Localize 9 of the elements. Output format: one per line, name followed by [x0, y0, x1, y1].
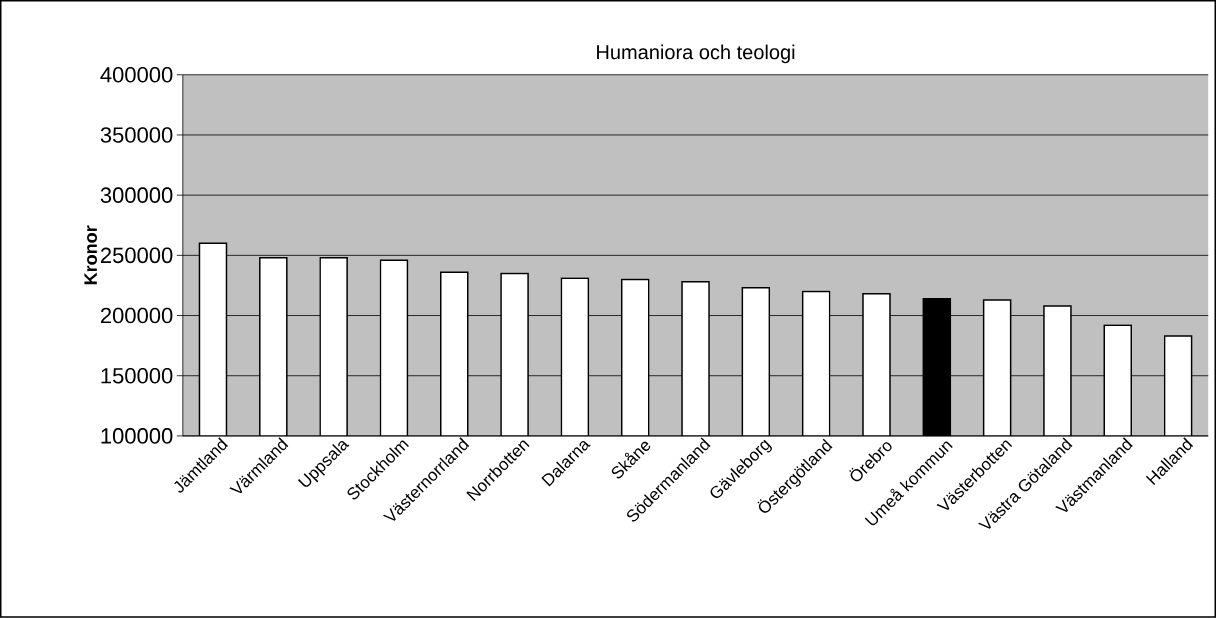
y-tick-label: 250000: [100, 247, 173, 264]
y-tick-label: 200000: [100, 307, 173, 324]
chart-title: Humaniora och teologi: [597, 44, 795, 64]
y-tick-label: 100000: [101, 428, 173, 444]
y-axis-title: Kronor: [84, 225, 97, 285]
y-tick-label: 400000: [100, 67, 173, 83]
y-tick-label: 350000: [100, 127, 173, 143]
y-tick-label: 150000: [101, 368, 173, 384]
y-tick-label: 300000: [100, 187, 173, 204]
